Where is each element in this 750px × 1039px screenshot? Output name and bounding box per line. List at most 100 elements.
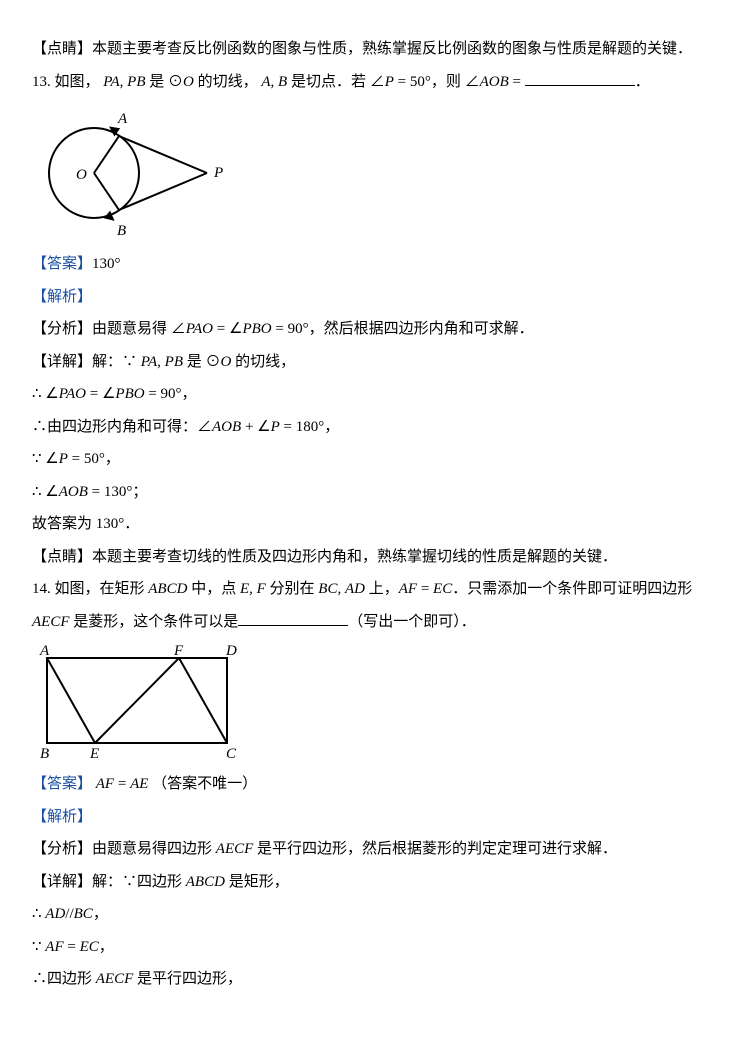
q13-laoba: ∴ ∠ (32, 484, 59, 500)
q13-PBO2: PBO (115, 386, 144, 402)
q13-text-c: 的切线， (194, 74, 258, 90)
q14-adbc-a: ∴ (32, 906, 45, 922)
q14-te: ．只需添加一个条件即可证明四边形 (452, 581, 692, 597)
q14-afec: ∵ AF = EC， (32, 936, 722, 959)
q13-eq50: = 50° (394, 74, 431, 90)
q14-afec-a: ∵ (32, 939, 45, 955)
q13-papb: PA, PB (103, 74, 145, 90)
q14-detail: 【详解】解：∵四边形 ABCD 是矩形， (32, 871, 722, 894)
q13-lp50a: ∵ ∠ (32, 451, 59, 467)
q13-lp50b: = 50°， (68, 451, 120, 467)
q14-eq: = (417, 581, 433, 597)
q13-line-pao: ∴ ∠PAO = ∠PBO = 90°， (32, 383, 722, 406)
q14-ans-note: （答案不唯一） (152, 776, 257, 792)
q14-ans-AE: AE (130, 776, 148, 792)
q13-O2: O (221, 354, 232, 370)
q14-td: 上， (365, 581, 399, 597)
q13-laobb: = 130°； (88, 484, 147, 500)
q13-lpa: ∴ ∠ (32, 386, 59, 402)
q13-papb2: PA, PB (141, 354, 183, 370)
q13-line-quad: ∴由四边形内角和可得：∠AOB + ∠P = 180°， (32, 416, 722, 439)
q13-lpb: = ∠ (86, 386, 115, 402)
q14-adbc-b: // (65, 906, 73, 922)
q13-answer: 【答案】130° (32, 253, 722, 276)
q13-lpc: = 90°， (145, 386, 197, 402)
svg-text:A: A (39, 643, 50, 659)
q14-EC: EC (433, 581, 452, 597)
q14-ABCD2: ABCD (186, 874, 225, 890)
q13-line-p50: ∵ ∠P = 50°， (32, 448, 722, 471)
q14-l2b: 是菱形，这个条件可以是 (70, 614, 239, 630)
q14-blank (238, 611, 348, 626)
q14-fenxi-a: 由题意易得四边形 (92, 841, 216, 857)
q14-ans-AF: AF (96, 776, 114, 792)
q14-det-b: 是矩形， (225, 874, 289, 890)
fenxi-label: 【分析】 (32, 321, 92, 337)
q13-PAO2: PAO (59, 386, 86, 402)
detail-label: 【详解】解：∵四边形 (32, 874, 186, 890)
q13-PBO1: PBO (242, 321, 271, 337)
q13-det-a: 是 ⊙ (183, 354, 221, 370)
q14-stem-line2: AECF 是菱形，这个条件可以是 （写出一个即可）． (32, 611, 722, 634)
q13-text-a: 如图， (55, 74, 100, 90)
q13-period: ． (635, 74, 650, 90)
q14-AF2: AF (45, 939, 63, 955)
q13-P1: P (385, 74, 394, 90)
q13-stem: 13. 如图， PA, PB 是 ⊙O 的切线， A, B 是切点．若 ∠P =… (32, 71, 722, 94)
q14-fenxi: 【分析】由题意易得四边形 AECF 是平行四边形，然后根据菱形的判定定理可进行求… (32, 838, 722, 861)
svg-text:B: B (117, 223, 126, 239)
q13-figure: ABOP (32, 103, 722, 243)
q13-fenxi-b: = ∠ (213, 321, 242, 337)
q14-afec-c: ， (99, 939, 114, 955)
answer-label: 【答案】 (32, 776, 92, 792)
q14-AF: AF (399, 581, 417, 597)
svg-text:E: E (89, 746, 99, 762)
svg-text:F: F (173, 643, 184, 659)
q13-PAO1: PAO (186, 321, 213, 337)
q14-AECF2: AECF (96, 971, 134, 987)
q14-number: 14. (32, 581, 51, 597)
q14-stem-line1: 14. 如图，在矩形 ABCD 中，点 E, F 分别在 BC, AD 上，AF… (32, 578, 722, 601)
q14-final-a: ∴四边形 (32, 971, 96, 987)
q13-fenxi-c: = 90°，然后根据四边形内角和可求解． (272, 321, 534, 337)
q14-tc: 分别在 (266, 581, 319, 597)
q13-line-aob: ∴ ∠AOB = 130°； (32, 481, 722, 504)
q14-EF: E, F (240, 581, 266, 597)
q14-ta: 如图，在矩形 (55, 581, 149, 597)
q14-fenxi-b: 是平行四边形，然后根据菱形的判定定理可进行求解． (253, 841, 617, 857)
svg-text:P: P (213, 165, 223, 181)
q13-answer-val: 130° (92, 256, 121, 272)
q13-text-b: 是 ⊙ (149, 74, 183, 90)
q13-P2: P (271, 419, 280, 435)
q13-detail: 【详解】解：∵ PA, PB 是 ⊙O 的切线， (32, 351, 722, 374)
svg-text:O: O (76, 167, 87, 183)
q13-AB: A, B (261, 74, 287, 90)
q13-eqsign: = (509, 74, 525, 90)
q14-final-b: 是平行四边形， (133, 971, 242, 987)
q13-number: 13. (32, 74, 51, 90)
q13-eq180: = 180°， (280, 419, 339, 435)
svg-text:B: B (40, 746, 49, 762)
q13-fenxi-a: 由题意易得 ∠ (92, 321, 186, 337)
q14-final: ∴四边形 AECF 是平行四边形， (32, 968, 722, 991)
q14-afec-b: = (64, 939, 80, 955)
q14-comma: , (337, 581, 345, 597)
q13-AOB2: AOB (212, 419, 241, 435)
q13-text-e: ，则 ∠ (431, 74, 480, 90)
top-comment: 【点睛】本题主要考查反比例函数的图象与性质，熟练掌握反比例函数的图象与性质是解题… (32, 38, 722, 61)
detail-label: 【详解】解：∵ (32, 354, 141, 370)
q14-l2c: （写出一个即可）． (348, 614, 476, 630)
q13-AOB1: AOB (480, 74, 509, 90)
q14-AECF1: AECF (216, 841, 254, 857)
q14-ABCD: ABCD (148, 581, 187, 597)
q14-AD2: AD (45, 906, 65, 922)
q13-AOB3: AOB (59, 484, 88, 500)
q14-jiexi: 【解析】 (32, 806, 722, 829)
q13-blank (525, 71, 635, 86)
q14-BC2: BC (74, 906, 93, 922)
q14-AECF: AECF (32, 614, 70, 630)
q13-lqa: ∴由四边形内角和可得：∠ (32, 419, 212, 435)
svg-text:C: C (226, 746, 237, 762)
q14-adbc: ∴ AD//BC， (32, 903, 722, 926)
q14-adbc-c: ， (93, 906, 108, 922)
